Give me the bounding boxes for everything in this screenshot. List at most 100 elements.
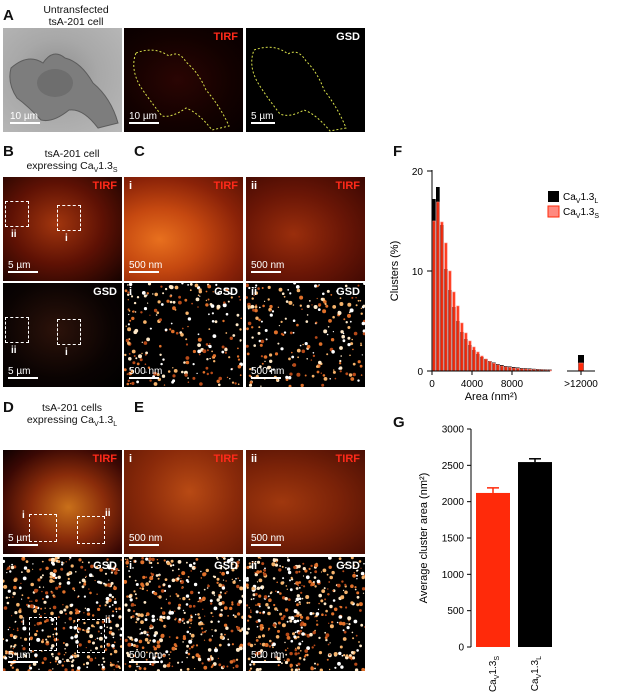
roi-index: ii	[251, 453, 258, 465]
roi-label-ii: ii	[11, 229, 17, 240]
panel-label-d: D	[3, 399, 14, 416]
scale-label: 5 µm	[8, 260, 31, 271]
panel-a-caption: Untransfected tsA-201 cell	[20, 4, 132, 28]
gsd-label: GSD	[214, 560, 238, 572]
legend-swatch-s	[547, 205, 560, 218]
scale-bar	[8, 377, 38, 379]
scale-bar	[129, 544, 159, 546]
roi-box-ii	[77, 516, 105, 544]
histogram-bar-cav13s	[480, 355, 484, 372]
histogram-bar-cav13s	[448, 270, 452, 372]
x-axis-label: Area (nm²)	[465, 391, 518, 400]
legend: CaV1.3L CaV1.3S	[547, 191, 599, 220]
histogram-bar-cav13s	[472, 346, 476, 372]
histogram-bar-cav13s	[492, 362, 496, 372]
tirf-label: TIRF	[335, 453, 360, 465]
panel-label-b: B	[3, 143, 14, 160]
scale-bar	[129, 122, 159, 124]
tirf-label: TIRF	[213, 453, 238, 465]
tirf-image-cav13l: TIRF i ii 5 µm	[3, 450, 122, 554]
scale-label: 500 nm	[129, 533, 163, 544]
roi-index: ii	[251, 286, 258, 298]
scale-bar	[129, 661, 159, 663]
tirf-label: TIRF	[213, 180, 238, 192]
panel-b-caption: tsA-201 cell expressing CaV1.3S	[18, 148, 126, 177]
scale-label: 10 µm	[10, 111, 38, 122]
histogram-bar-cav13s	[456, 305, 460, 372]
x-tick-label: 0	[429, 379, 435, 390]
scale-label: 500 nm	[251, 533, 285, 544]
scale-label: 500 nm	[129, 650, 163, 661]
roi-box-i	[29, 617, 57, 651]
roi-index: ii	[251, 560, 258, 572]
scale-label: 500 nm	[129, 260, 163, 271]
panel-a-caption-line1: Untransfected	[43, 4, 109, 16]
scale-bar	[251, 544, 281, 546]
roi-label-ii: ii	[105, 615, 111, 626]
histogram-bar-cav13s	[500, 365, 504, 372]
histogram-bar-cav13s	[440, 221, 444, 372]
scale-bar	[251, 661, 281, 663]
scale-bar	[251, 271, 281, 273]
scale-label: 500 nm	[251, 650, 285, 661]
histogram-bar-cav13s	[484, 358, 488, 372]
histogram-bar-cav13s	[436, 201, 440, 372]
panel-d-caption-line1: tsA-201 cells	[41, 402, 103, 414]
legend-label-s: CaV1.3S	[563, 207, 599, 220]
tirf-zoom-i-cav13l: i TIRF 500 nm	[124, 450, 243, 554]
roi-label-i: i	[65, 233, 68, 244]
scale-bar	[129, 377, 159, 379]
histogram-bar-cav13s	[508, 367, 512, 372]
panel-d-caption: tsA-201 cells expressing CaV1.3L	[18, 402, 126, 431]
scale-label: 5 µm	[8, 650, 31, 661]
y-tick-label: 1000	[442, 570, 465, 581]
tirf-image-cav13s: TIRF ii i 5 µm	[3, 177, 122, 281]
scale-label: 500 nm	[129, 366, 163, 377]
x-tick-label: 4000	[461, 379, 484, 390]
panel-d-caption-line2: expressing CaV1.3L	[26, 414, 118, 429]
y-tick-label: 20	[412, 167, 424, 178]
histogram-bar-cav13s	[488, 361, 492, 372]
tirf-zoom-ii-cav13s: ii TIRF 500 nm	[246, 177, 365, 281]
roi-label-i: i	[65, 347, 68, 358]
histogram-bar-cav13s	[460, 322, 464, 372]
y-tick-label: 2500	[442, 461, 465, 472]
roi-box-ii	[5, 317, 29, 343]
y-tick-label: 1500	[442, 534, 465, 545]
gsd-label: GSD	[336, 31, 360, 43]
roi-label-ii: ii	[105, 508, 111, 519]
gsd-zoom-ii-cav13s: ii GSD 500 nm	[246, 283, 365, 387]
scale-bar	[251, 377, 281, 379]
y-axis-label: Clusters (%)	[389, 241, 401, 302]
scale-bar	[8, 544, 38, 546]
cell-shape	[9, 53, 119, 129]
tirf-zoom-i-cav13s: i TIRF 500 nm	[124, 177, 243, 281]
scale-label: 500 nm	[251, 260, 285, 271]
legend-swatch-l	[548, 191, 559, 202]
panel-a-caption-line2: tsA-201 cell	[48, 16, 104, 28]
histogram-bar-cav13s	[468, 340, 472, 372]
roi-box-i	[29, 514, 57, 542]
gsd-zoom-ii-cav13l: ii GSD 500 nm	[246, 557, 365, 671]
y-tick-label: 0	[458, 643, 464, 654]
panel-label-c: C	[134, 143, 145, 160]
roi-index: i	[129, 180, 133, 192]
roi-index: i	[129, 453, 133, 465]
localization-speckles	[124, 283, 243, 387]
bar-cav13l	[518, 462, 552, 647]
localization-speckles	[3, 557, 122, 671]
gsd-image-cav13l: GSD i ii 5 µm	[3, 557, 122, 671]
panel-label-e: E	[134, 399, 145, 416]
tirf-image-untransfected: TIRF 10 µm	[124, 28, 243, 132]
localization-speckles	[246, 283, 365, 387]
panel-b-caption-line1: tsA-201 cell	[44, 148, 100, 160]
panel-b-caption-line2: expressing CaV1.3S	[26, 160, 118, 175]
localization-speckles	[124, 557, 243, 671]
brightfield-image: 10 µm	[3, 28, 122, 132]
panel-label-f: F	[393, 143, 403, 160]
gsd-image-untransfected: GSD 5 µm	[246, 28, 365, 132]
roi-box-ii	[5, 201, 29, 227]
histogram-bar-cav13s	[432, 220, 436, 372]
histogram-bar-cav13s	[496, 364, 500, 372]
tirf-zoom-ii-cav13l: ii TIRF 500 nm	[246, 450, 365, 554]
